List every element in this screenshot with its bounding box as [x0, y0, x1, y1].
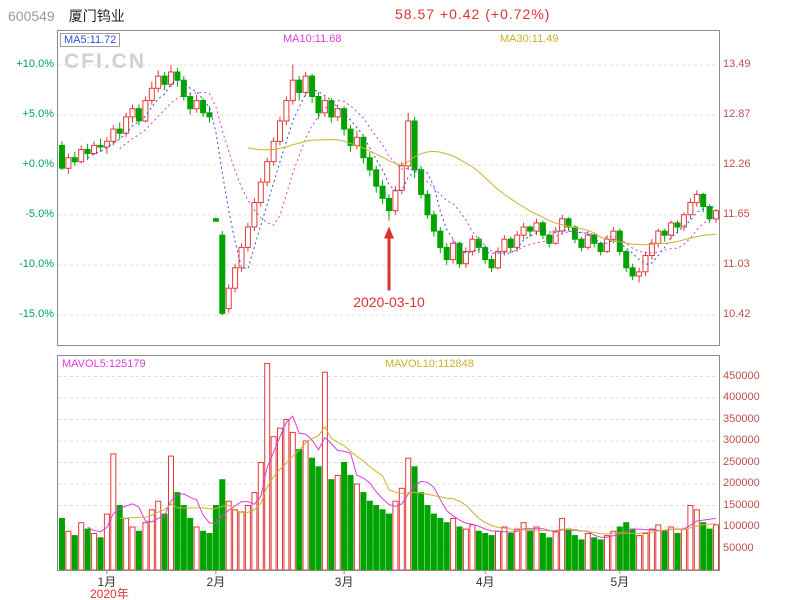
price-axis-label: 12.26	[723, 158, 751, 170]
price-axis-label: 11.03	[723, 258, 750, 270]
annotation-label: 2020-03-10	[353, 294, 425, 311]
price-axis-label: 10.42	[723, 308, 751, 320]
price-axis-label: 11.65	[723, 208, 750, 220]
month-label: 2月	[206, 575, 226, 589]
mavol-legend-label: MAVOL10:112848	[385, 358, 474, 370]
volume-pane-frame	[57, 355, 720, 571]
watermark: CFI.CN	[64, 50, 146, 73]
month-label: 5月	[610, 575, 630, 589]
ma-legend-label: MA5:11.72	[60, 33, 121, 47]
percent-axis-label: +0.0%	[22, 158, 55, 170]
quote-text: 58.57 +0.42 (+0.72%)	[395, 6, 551, 22]
volume-axis-label: 400000	[723, 391, 760, 403]
percent-axis-label: -10.0%	[19, 258, 54, 270]
volume-axis-label: 350000	[723, 412, 760, 425]
price-axis-label: 12.87	[723, 108, 751, 120]
stock-name: 厦门钨业	[68, 8, 125, 24]
volume-axis-label: 100000	[723, 520, 760, 532]
volume-axis-label: 250000	[723, 455, 760, 468]
percent-axis-label: +10.0%	[16, 58, 54, 70]
volume-axis-label: 50000	[723, 541, 754, 554]
volume-axis-label: 300000	[723, 434, 760, 446]
year-label: 2020年	[90, 587, 129, 600]
volume-axis-label: 150000	[723, 498, 760, 511]
mavol-legend-label: MAVOL5:125179	[62, 358, 146, 370]
stock-code: 600549	[8, 8, 55, 24]
percent-axis-label: +5.0%	[22, 108, 55, 120]
ma-legend-label: MA10:11.68	[283, 33, 342, 45]
month-label: 3月	[334, 575, 354, 589]
price-axis-label: 13.49	[723, 58, 751, 70]
month-label: 4月	[475, 575, 495, 589]
header: 600549 厦门钨业	[8, 6, 125, 26]
volume-axis-label: 200000	[723, 477, 760, 489]
volume-axis-label: 450000	[723, 369, 760, 382]
percent-axis-label: -5.0%	[25, 208, 54, 220]
percent-axis-label: -15.0%	[19, 308, 54, 320]
ma-legend-label: MA30:11.49	[500, 33, 559, 45]
